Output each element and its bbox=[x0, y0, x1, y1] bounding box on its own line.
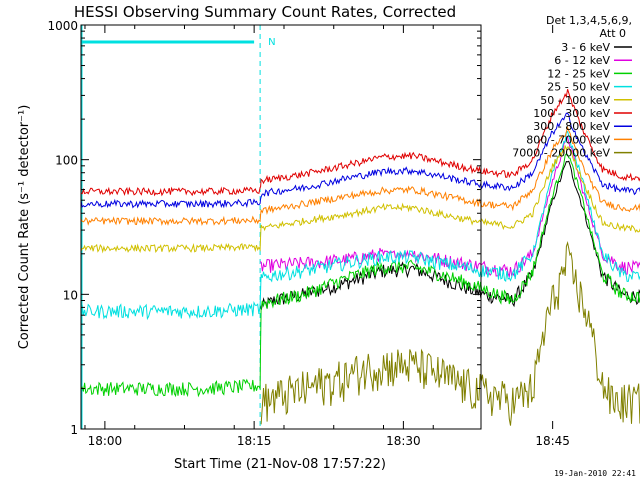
x-tick-label: 18:30 bbox=[386, 434, 421, 448]
plot-area: N 18:0018:1518:3018:4519:0019:1519:30110… bbox=[47, 19, 640, 448]
series-line-2 bbox=[80, 152, 640, 398]
legend-entry-label: 12 - 25 keV bbox=[547, 67, 610, 80]
legend-entry-label: 300 - 800 keV bbox=[533, 120, 610, 133]
legend-header-line-2: Att 0 bbox=[600, 27, 626, 40]
legend-entry-label: 3 - 6 keV bbox=[561, 41, 610, 54]
legend-entry-label: 50 - 100 keV bbox=[540, 94, 610, 107]
night-marker-label: N bbox=[268, 37, 275, 48]
y-axis-label: Corrected Count Rate (s⁻¹ detector⁻¹) bbox=[17, 105, 32, 350]
x-tick-label: 18:15 bbox=[237, 434, 272, 448]
series-line-3 bbox=[80, 130, 640, 321]
timestamp: 19-Jan-2010 22:41 bbox=[554, 469, 636, 478]
series-line-0 bbox=[259, 160, 640, 310]
y-tick-label: 100 bbox=[55, 154, 78, 168]
y-tick-label: 10 bbox=[63, 288, 78, 302]
series-line-5 bbox=[80, 89, 640, 197]
legend-entry-label: 800 - 7000 keV bbox=[526, 133, 610, 146]
series-line-8 bbox=[260, 241, 640, 426]
x-tick-label: 18:00 bbox=[88, 434, 123, 448]
chart-title: HESSI Observing Summary Count Rates, Cor… bbox=[74, 3, 456, 21]
legend-entry-label: 25 - 50 keV bbox=[547, 81, 610, 94]
x-axis-label: Start Time (21-Nov-08 17:57:22) bbox=[174, 457, 386, 472]
series-lines bbox=[80, 89, 640, 426]
series-line-7 bbox=[80, 125, 640, 227]
y-tick-label: 1 bbox=[70, 423, 78, 437]
plot-frame bbox=[80, 24, 482, 430]
series-line-6 bbox=[80, 112, 640, 209]
axis-ticks: 18:0018:1518:3018:4519:0019:1519:3011010… bbox=[47, 19, 570, 448]
legend-entry-label: 6 - 12 keV bbox=[554, 54, 610, 67]
legend-entry-label: 100 - 300 keV bbox=[533, 107, 610, 120]
y-tick-label: 1000 bbox=[47, 19, 78, 33]
legend-entry-label: 7000 - 20000 keV bbox=[512, 147, 610, 160]
legend-header-line-1: Det 1,3,4,5,6,9, bbox=[546, 14, 632, 27]
x-tick-label: 18:45 bbox=[535, 434, 570, 448]
series-line-4 bbox=[80, 145, 640, 254]
